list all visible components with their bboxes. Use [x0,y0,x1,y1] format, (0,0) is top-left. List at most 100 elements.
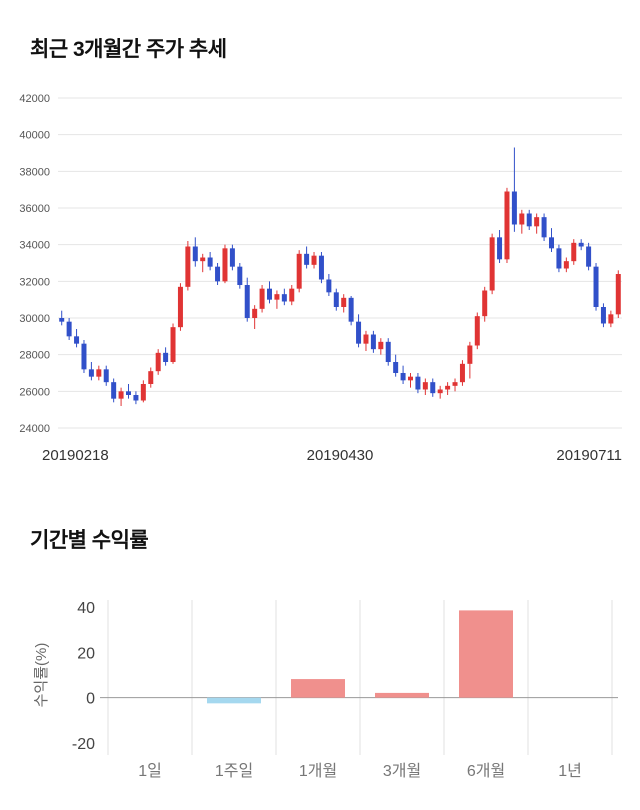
price-y-tick-label: 32000 [19,276,50,288]
candle-body [348,297,354,322]
price-y-tick-label: 34000 [19,240,50,252]
candle-body [126,391,131,395]
candle-body [103,369,109,383]
candle-body [615,274,621,315]
category-label: 6개월 [467,762,505,780]
candle-body [74,336,80,344]
candle-body [215,266,221,282]
price-x-label-start: 20190218 [42,447,109,464]
candle-body [400,373,406,381]
candle-body [534,217,540,227]
candle-body [593,266,599,307]
candle-body [608,314,614,324]
candle-body [497,237,503,260]
candle-body [304,253,310,265]
returns-y-tick-label: 0 [86,691,95,708]
candle-body [415,376,421,390]
candle-body [259,288,265,309]
candle-body [267,288,272,300]
category-label: 3개월 [383,762,421,780]
returns-y-axis-title: 수익률(%) [33,643,50,708]
candle-body [66,321,72,337]
price-y-tick-label: 30000 [19,313,50,325]
candle-body [563,261,569,269]
price-x-label-end: 20190711 [556,447,622,464]
candle-body [474,316,480,346]
category-label: 1개월 [299,762,337,780]
candle-body [289,288,295,302]
candle-body [519,213,525,225]
candle-body [571,242,577,262]
candle-body [222,248,228,282]
price-y-tick-label: 26000 [19,386,50,398]
candle-body [341,297,347,307]
candles [59,147,621,406]
candle-body [207,257,213,267]
category-label: 1주일 [215,762,253,780]
price-y-tick-label: 28000 [19,350,50,362]
category-label: 1년 [558,762,582,780]
price-x-label-mid: 20190430 [307,447,374,464]
return-bar [291,679,345,698]
candle-body [430,382,436,394]
candle-body [274,294,280,300]
candle-body [326,279,332,293]
candle-body [363,334,369,344]
price-grid: 42000 40000 38000 36000 34000 32000 30000 28000… [19,93,622,435]
candle-body [452,382,458,386]
candle-body [378,341,384,350]
candle-body [333,292,339,307]
candle-body [185,246,191,287]
candle-body [467,345,473,364]
price-trend-title: 최근 3개월간 주가 추세 [30,38,227,61]
candle-body [296,253,302,289]
candle-body [311,255,317,265]
candle-body [252,308,258,318]
candle-body [192,246,198,262]
candle-body [422,382,428,390]
category-label: 1일 [138,762,162,780]
candle-body [237,266,243,285]
candle-body [133,395,139,401]
return-bar [459,610,513,698]
candle-body [393,362,399,373]
candle-body [445,385,451,390]
candle-body [170,327,176,362]
candle-body [408,376,413,381]
candle-body [118,391,124,399]
candle-body [200,257,206,262]
candle-body [549,237,554,249]
candle-body [140,384,146,401]
candle-body [163,352,169,362]
candle-body [541,217,547,238]
price-y-tick-label: 40000 [19,130,50,142]
candle-body [155,352,161,372]
period-returns-title: 기간별 수익률 [30,529,149,552]
returns-grid: 40 20 0 -20 [72,600,618,755]
candle-body [148,371,154,384]
candle-body [59,318,65,322]
candle-body [385,341,391,362]
candle-body [88,369,94,377]
candle-body [578,242,584,247]
return-bar [207,697,261,704]
candle-body [244,285,250,318]
candle-body [459,363,465,383]
period-returns-bar-chart: 40 20 0 -20 수익률(%) 1일 1주일 1개월 3개월 6개월 1년 [33,600,618,780]
candle-body [281,294,287,302]
return-bars [207,610,513,704]
price-y-tick-label: 36000 [19,203,50,215]
return-bar [375,692,429,698]
candle-body [177,286,183,328]
candle-body [81,343,87,370]
candle-body [229,248,235,267]
candle-body [111,382,117,399]
candle-body [356,321,362,344]
candle-body [482,290,488,317]
price-y-tick-label: 38000 [19,166,50,178]
candle-body [504,191,510,260]
candle-body [600,307,606,324]
candle-body [511,191,517,225]
candle-body [556,248,562,269]
